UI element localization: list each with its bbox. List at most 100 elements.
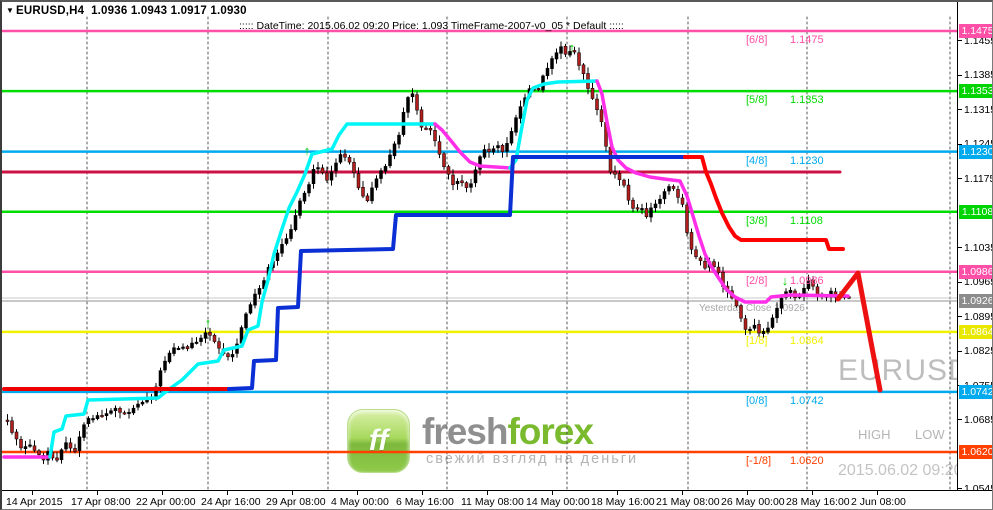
- candle-bullish: [509, 131, 514, 144]
- candle-bearish: [212, 334, 217, 342]
- candle-bearish: [100, 415, 104, 418]
- candle-bearish: [185, 346, 190, 349]
- candle-bullish: [244, 313, 248, 329]
- candle-bullish: [779, 297, 784, 309]
- candle-bullish: [298, 200, 302, 216]
- candle-bullish: [329, 171, 334, 181]
- candle-bearish: [10, 420, 14, 433]
- candle-bullish: [761, 331, 766, 334]
- candle-bearish: [500, 145, 505, 153]
- candle-bullish: [167, 352, 172, 363]
- candle-bullish: [469, 183, 473, 188]
- candle-bullish: [284, 238, 289, 244]
- candle-bearish: [320, 167, 325, 173]
- candle-bullish: [163, 360, 167, 371]
- candle-bullish: [770, 317, 775, 328]
- candle-bullish: [248, 304, 253, 314]
- candle-bearish: [676, 189, 680, 198]
- candle-bearish: [487, 148, 491, 152]
- candle-bullish: [140, 401, 145, 405]
- candle-bullish: [311, 169, 316, 184]
- candle-bullish: [766, 327, 770, 333]
- candle-bullish: [109, 410, 113, 414]
- watermark-low-label: LOW: [915, 427, 945, 442]
- candle-bearish: [536, 88, 541, 91]
- candle-bullish: [77, 436, 82, 451]
- candle-bullish: [545, 67, 550, 76]
- candle-bearish: [622, 179, 626, 186]
- candle-bullish: [658, 198, 662, 204]
- candle-bullish: [82, 424, 86, 438]
- candle-bearish: [226, 353, 230, 358]
- trend-forecast-arrow[interactable]: [835, 270, 883, 393]
- candle-bullish: [23, 446, 28, 449]
- candle-bearish: [703, 261, 707, 269]
- candle-bearish: [572, 50, 577, 53]
- candle-bullish: [388, 154, 392, 167]
- candle-bearish: [712, 261, 716, 268]
- candle-bullish: [554, 52, 559, 60]
- watermark-datetime: 2015.06.02 09:20: [838, 462, 963, 479]
- candle-bearish: [437, 141, 442, 155]
- candle-bullish: [478, 156, 482, 170]
- brand-fresh: fresh: [422, 411, 508, 452]
- candle-bearish: [433, 130, 437, 142]
- candle-bullish: [518, 106, 523, 119]
- candle-bullish: [203, 332, 208, 339]
- candle-bullish: [230, 354, 235, 358]
- candle-bearish: [343, 153, 347, 158]
- fast-mtf-line: [508, 79, 599, 170]
- candle-bearish: [122, 412, 127, 415]
- signal-arrow-up-icon: ↑: [205, 315, 212, 330]
- watermark-high-label: HIGH: [858, 427, 891, 442]
- candle-bearish: [365, 195, 370, 202]
- candle-bearish: [680, 197, 685, 205]
- candle-bearish: [352, 162, 356, 174]
- freshforex-logo-icon: ff: [347, 409, 410, 473]
- fast-mtf-line: [433, 122, 512, 170]
- yesterday-close-label: Yesterday Close 1.0926: [699, 303, 805, 314]
- candle-bearish: [19, 439, 23, 449]
- candle-bearish: [613, 171, 617, 175]
- candle-bearish: [739, 305, 743, 319]
- candle-bullish: [514, 117, 518, 133]
- signal-arrow-down-icon: ↓: [782, 273, 789, 288]
- candle-bearish: [415, 94, 419, 111]
- candle-bearish: [55, 457, 59, 461]
- candle-bullish: [28, 444, 32, 447]
- candle-bearish: [118, 408, 122, 413]
- candle-bearish: [694, 249, 698, 258]
- candle-bullish: [748, 328, 752, 331]
- candle-bullish: [91, 418, 95, 421]
- candle-bearish: [361, 186, 365, 197]
- candle-bullish: [482, 149, 487, 158]
- candle-bullish: [550, 58, 554, 69]
- candle-bearish: [590, 87, 595, 99]
- candle-bearish: [685, 204, 689, 233]
- candle-bearish: [815, 286, 820, 295]
- candle-bearish: [356, 173, 361, 189]
- candle-bullish: [136, 403, 140, 408]
- candle-bullish: [190, 342, 194, 349]
- candle-bearish: [671, 186, 676, 189]
- candle-bearish: [811, 279, 815, 287]
- candle-bullish: [158, 370, 163, 387]
- candle-bearish: [208, 332, 212, 336]
- candle-bearish: [743, 318, 748, 330]
- candle-bullish: [199, 337, 203, 342]
- candle-bullish: [181, 346, 185, 349]
- signal-arrow-up-icon: ↑: [569, 40, 576, 55]
- candle-bearish: [698, 257, 703, 261]
- candle-bullish: [176, 347, 181, 350]
- price-chart-plot[interactable]: ↑ ↑ ↑ ↓: [2, 2, 957, 490]
- candle-bullish: [194, 341, 199, 344]
- candle-bullish: [95, 415, 100, 419]
- candle-bearish: [32, 445, 37, 451]
- candle-bearish: [626, 184, 631, 201]
- candle-bullish: [788, 289, 793, 293]
- candle-bullish: [473, 169, 478, 184]
- candle-bullish: [559, 46, 563, 54]
- candle-bullish: [806, 280, 811, 289]
- candle-bearish: [428, 128, 433, 131]
